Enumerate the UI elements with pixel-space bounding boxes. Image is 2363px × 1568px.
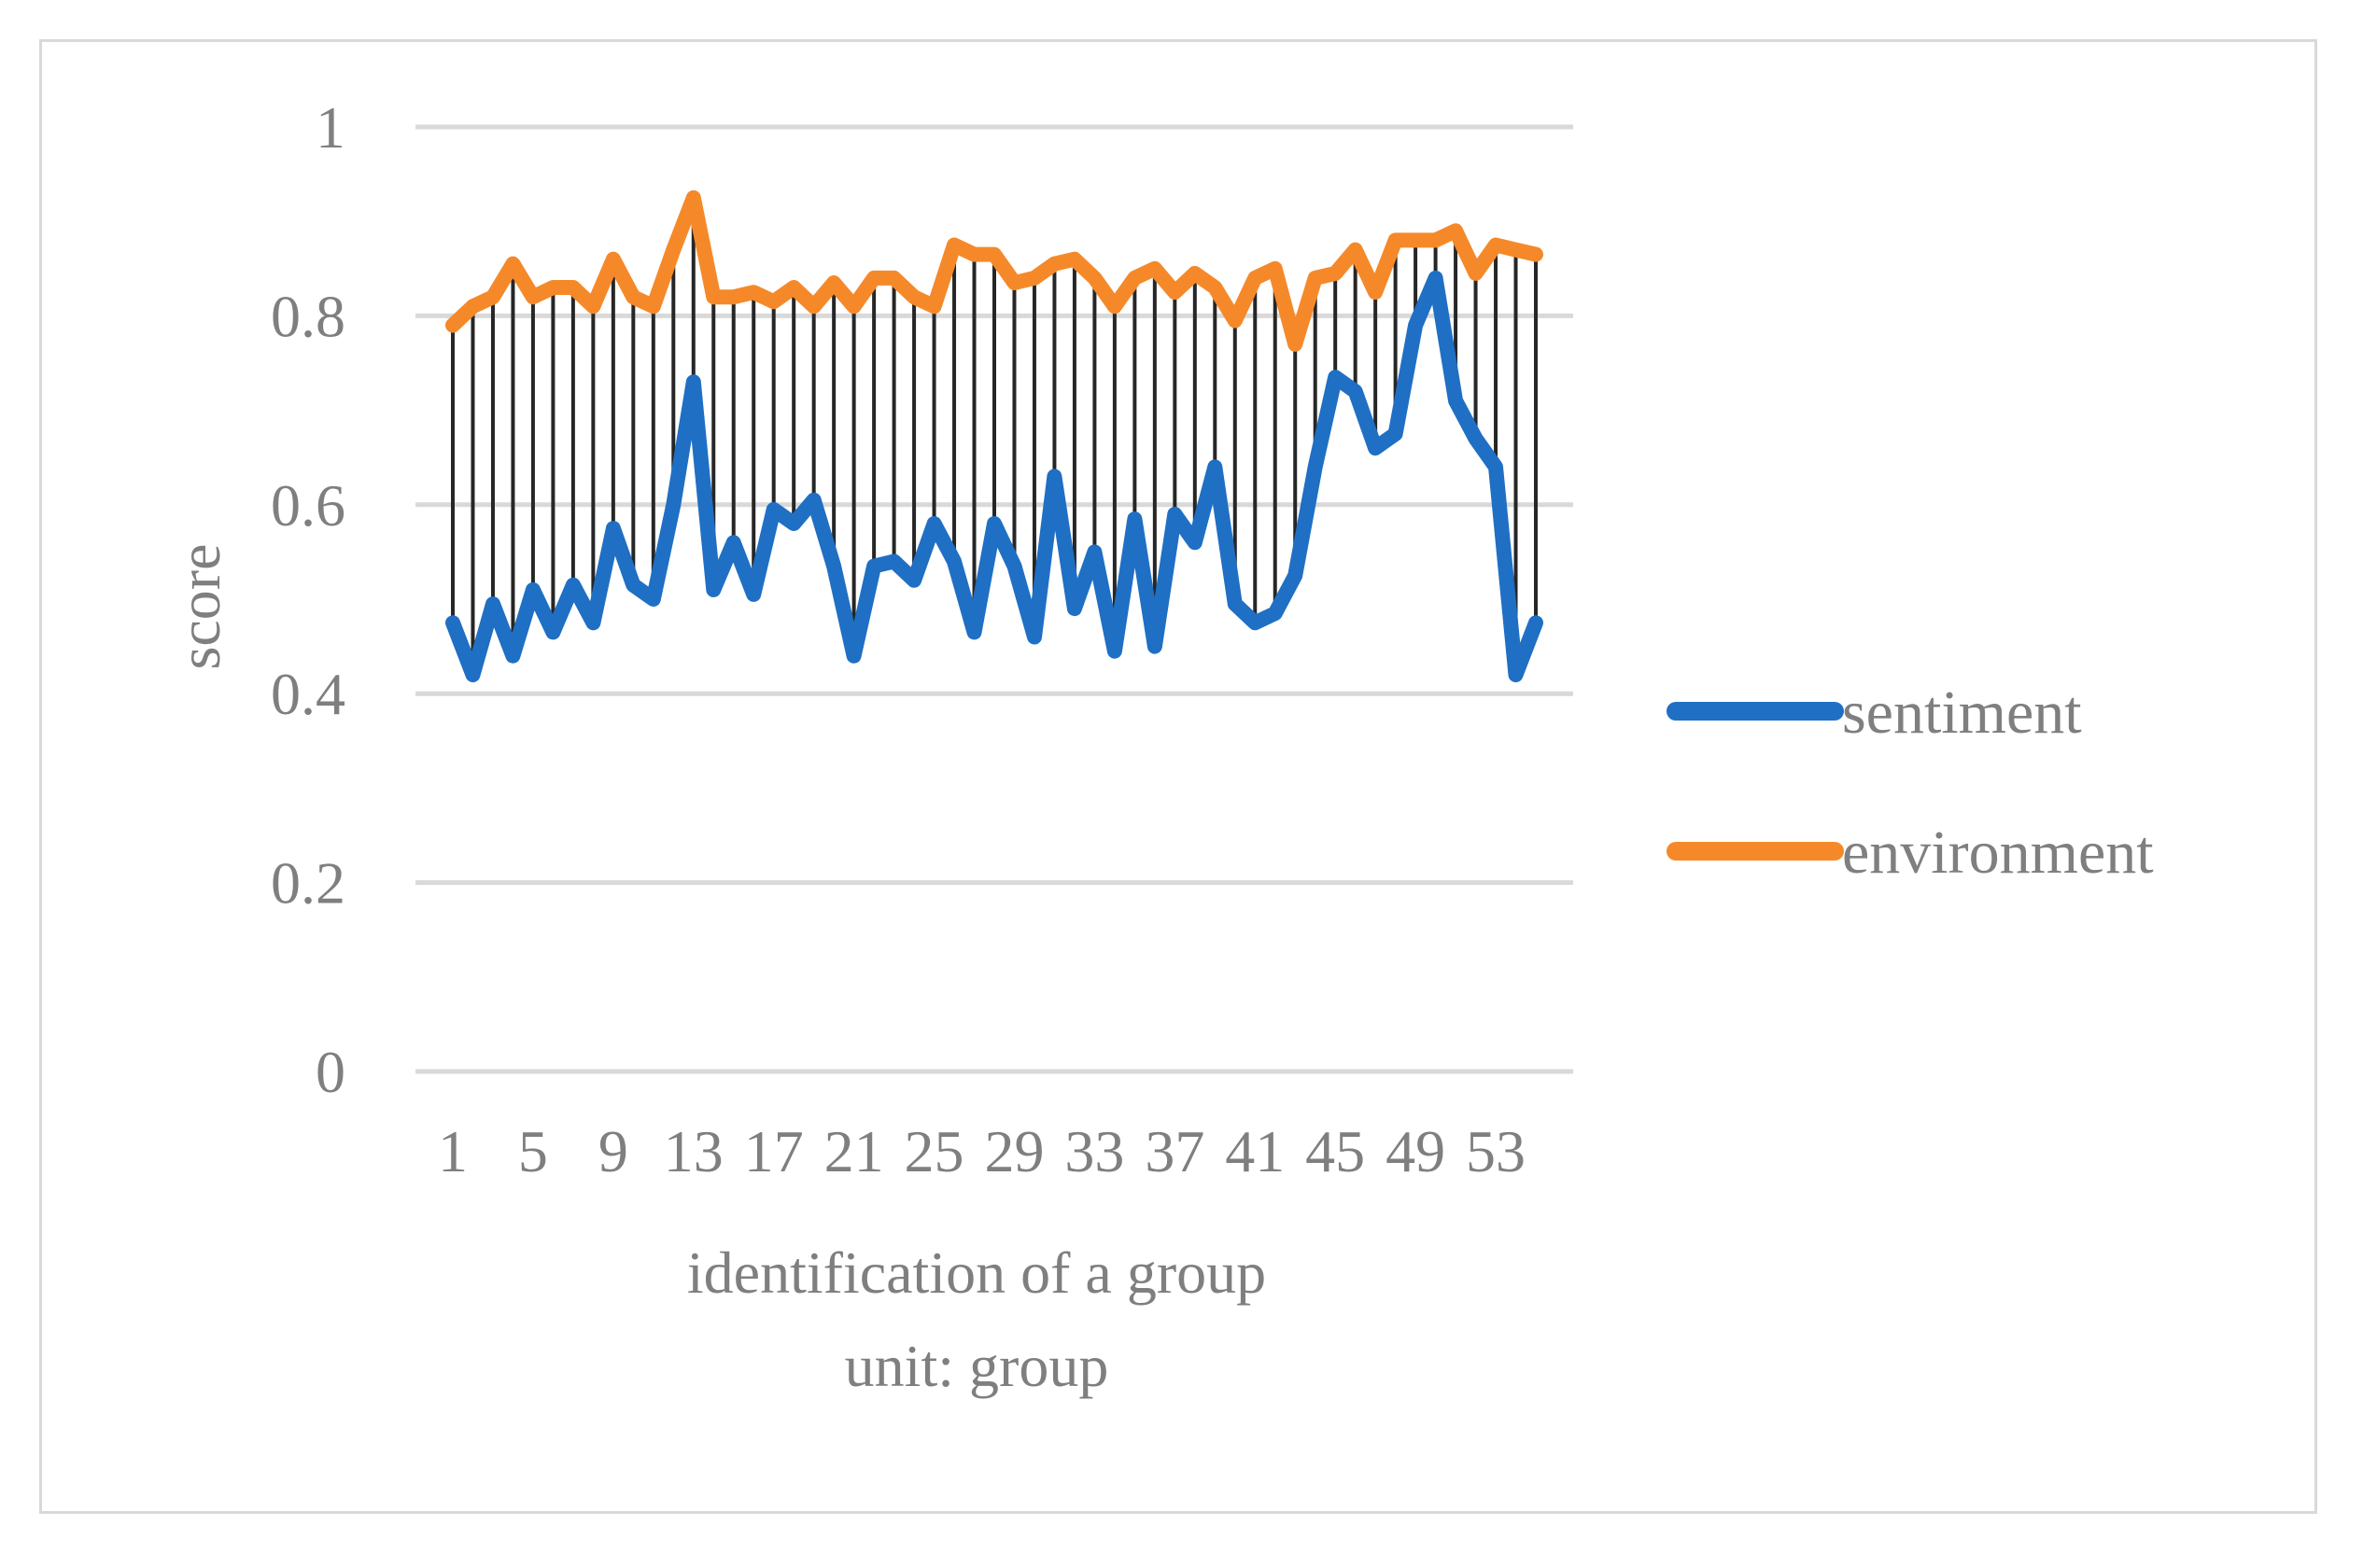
x-tick-label: 49 bbox=[1385, 1118, 1445, 1184]
legend: sentiment environment bbox=[1667, 679, 2154, 887]
y-tick-label: 1 bbox=[316, 94, 345, 161]
y-tick-label: 0 bbox=[316, 1039, 345, 1105]
x-tick-label: 17 bbox=[744, 1118, 804, 1184]
x-tick-label: 41 bbox=[1225, 1118, 1285, 1184]
series-line-environment bbox=[445, 189, 1543, 352]
x-tick-label: 33 bbox=[1064, 1118, 1124, 1184]
high-low-lines bbox=[451, 197, 1538, 675]
legend-label-environment: environment bbox=[1842, 819, 2154, 887]
x-tick-label: 53 bbox=[1466, 1118, 1526, 1184]
legend-label-sentiment: sentiment bbox=[1842, 679, 2082, 747]
y-tick-label: 0.2 bbox=[271, 850, 345, 917]
y-tick-labels: 0 0.2 0.4 0.6 0.8 1 bbox=[271, 94, 345, 1105]
x-tick-label: 9 bbox=[598, 1118, 628, 1184]
y-tick-label: 0.4 bbox=[271, 661, 345, 727]
x-tick-label: 21 bbox=[824, 1118, 884, 1184]
x-tick-label: 29 bbox=[984, 1118, 1044, 1184]
chart-frame: 0 0.2 0.4 0.6 0.8 1 1 5 9 13 17 21 25 29 33 37 41 45 49 53… bbox=[39, 39, 2317, 1514]
x-tick-label: 37 bbox=[1145, 1118, 1204, 1184]
y-tick-label: 0.6 bbox=[271, 472, 345, 539]
series-line-sentiment bbox=[445, 270, 1543, 682]
x-tick-labels: 1 5 9 13 17 21 25 29 33 37 41 45 49 53 bbox=[438, 1118, 1526, 1184]
x-tick-label: 45 bbox=[1305, 1118, 1365, 1184]
x-tick-label: 25 bbox=[905, 1118, 964, 1184]
chart-svg: 00.20.40.60.81 1 5 9 13 17 21 25 29 33 37 41 45 49 53… bbox=[166, 94, 2154, 1399]
x-tick-label: 1 bbox=[438, 1118, 468, 1184]
y-tick-label: 0.8 bbox=[271, 283, 345, 349]
x-axis-unit: unit: group bbox=[845, 1333, 1109, 1399]
series-lines bbox=[445, 189, 1543, 682]
x-tick-label: 5 bbox=[518, 1118, 548, 1184]
x-tick-label: 13 bbox=[664, 1118, 724, 1184]
x-axis-title: identification of a group bbox=[687, 1239, 1266, 1306]
y-axis-title: score bbox=[166, 543, 232, 669]
